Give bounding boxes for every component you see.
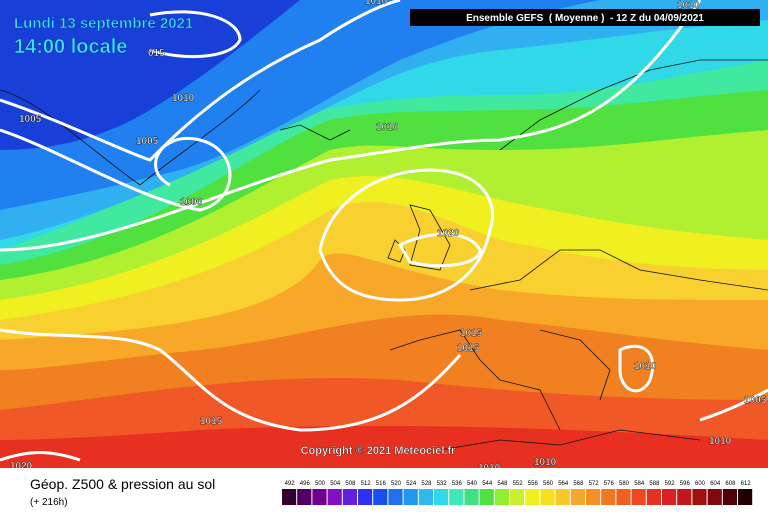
legend-label: 536 [452, 481, 463, 487]
legend-label: 548 [497, 481, 508, 487]
isobar-label: 1010 [365, 0, 388, 7]
legend-label: 532 [437, 481, 448, 487]
legend-label: 596 [680, 481, 691, 487]
legend-swatch [677, 489, 692, 505]
isobar-label: 1000 [180, 197, 203, 208]
geopotential-field [0, 0, 768, 468]
legend-label: 556 [528, 481, 539, 487]
legend-swatch [282, 489, 297, 505]
legend-swatch [342, 489, 357, 505]
legend-swatch [358, 489, 373, 505]
legend-label: 496 [300, 481, 311, 487]
legend-swatch [616, 489, 631, 505]
isobar-label: 1010 [677, 0, 700, 11]
legend-swatch [449, 489, 464, 505]
legend-swatch [327, 489, 342, 505]
model-banner [410, 9, 760, 26]
legend-swatch [403, 489, 418, 505]
model-info: Ensemble GEFS ( Moyenne ) - 12 Z du 04/0… [466, 13, 704, 24]
legend-swatch [525, 489, 540, 505]
legend-label: 600 [695, 481, 706, 487]
legend-swatch [692, 489, 707, 505]
legend-swatch [707, 489, 722, 505]
legend-label: 524 [406, 481, 417, 487]
legend-label: 564 [558, 481, 569, 487]
legend-label: 528 [421, 481, 432, 487]
legend-swatch [373, 489, 388, 505]
footer-title: Géop. Z500 & pression au sol [30, 476, 215, 492]
legend-swatch [434, 489, 449, 505]
legend-label: 612 [741, 481, 752, 487]
legend-swatch [418, 489, 433, 505]
isobar-label: 1015 [460, 328, 483, 339]
legend-label: 604 [710, 481, 721, 487]
legend-label: 492 [285, 481, 296, 487]
isobar-label: 1010 [534, 457, 557, 468]
isobar-label: 1020 [10, 461, 33, 472]
legend-swatch [586, 489, 601, 505]
legend-swatch [464, 489, 479, 505]
isobar-label: 1005 [136, 136, 159, 147]
isobar-label: 1005 [19, 114, 42, 125]
isobar-label: 015 [148, 48, 165, 59]
isobar-label: 1010 [172, 93, 195, 104]
forecast-lead: (+ 216h) [30, 497, 68, 508]
legend-swatch [631, 489, 646, 505]
legend-label: 584 [634, 481, 645, 487]
legend-label: 580 [619, 481, 630, 487]
isobar-label: 1015 [457, 343, 480, 354]
legend-swatch [738, 489, 753, 505]
isobar-label: 1005 [744, 395, 767, 406]
legend-label: 500 [315, 481, 326, 487]
isobar-label: 1010 [376, 122, 399, 133]
legend-swatch [570, 489, 585, 505]
legend-label: 592 [665, 481, 676, 487]
forecast-time: 14:00 locale [14, 36, 127, 58]
legend-swatch [297, 489, 312, 505]
isobar-label: 1020 [437, 228, 460, 239]
isobar-label: 1015 [200, 416, 223, 427]
legend-label: 504 [330, 481, 341, 487]
forecast-date: Lundi 13 septembre 2021 [14, 15, 193, 32]
legend-label: 512 [361, 481, 372, 487]
legend-swatch [646, 489, 661, 505]
legend-swatch [540, 489, 555, 505]
legend: 492 496 500 504 508 512 516 520 524 528 532 536 540 5… [282, 481, 753, 505]
legend-label: 520 [391, 481, 402, 487]
legend-swatch [555, 489, 570, 505]
legend-swatch [510, 489, 525, 505]
legend-swatch [494, 489, 509, 505]
isobars [0, 0, 768, 462]
copyright: Copyright © 2021 Meteociel.fr [301, 445, 457, 457]
legend-label: 588 [649, 481, 660, 487]
legend-label: 608 [725, 481, 736, 487]
legend-label: 568 [573, 481, 584, 487]
legend-label: 544 [482, 481, 493, 487]
legend-label: 560 [543, 481, 554, 487]
legend-swatch [722, 489, 737, 505]
legend-label: 576 [604, 481, 615, 487]
legend-label: 552 [513, 481, 524, 487]
legend-swatch [479, 489, 494, 505]
legend-label: 516 [376, 481, 387, 487]
isobar-label: 1010 [709, 436, 732, 447]
legend-label: 508 [345, 481, 356, 487]
isobar-label: 1010 [634, 361, 657, 372]
legend-label: 540 [467, 481, 478, 487]
legend-swatch [388, 489, 403, 505]
legend-swatch [601, 489, 616, 505]
legend-swatch [312, 489, 327, 505]
legend-swatch [662, 489, 677, 505]
legend-label: 572 [589, 481, 600, 487]
